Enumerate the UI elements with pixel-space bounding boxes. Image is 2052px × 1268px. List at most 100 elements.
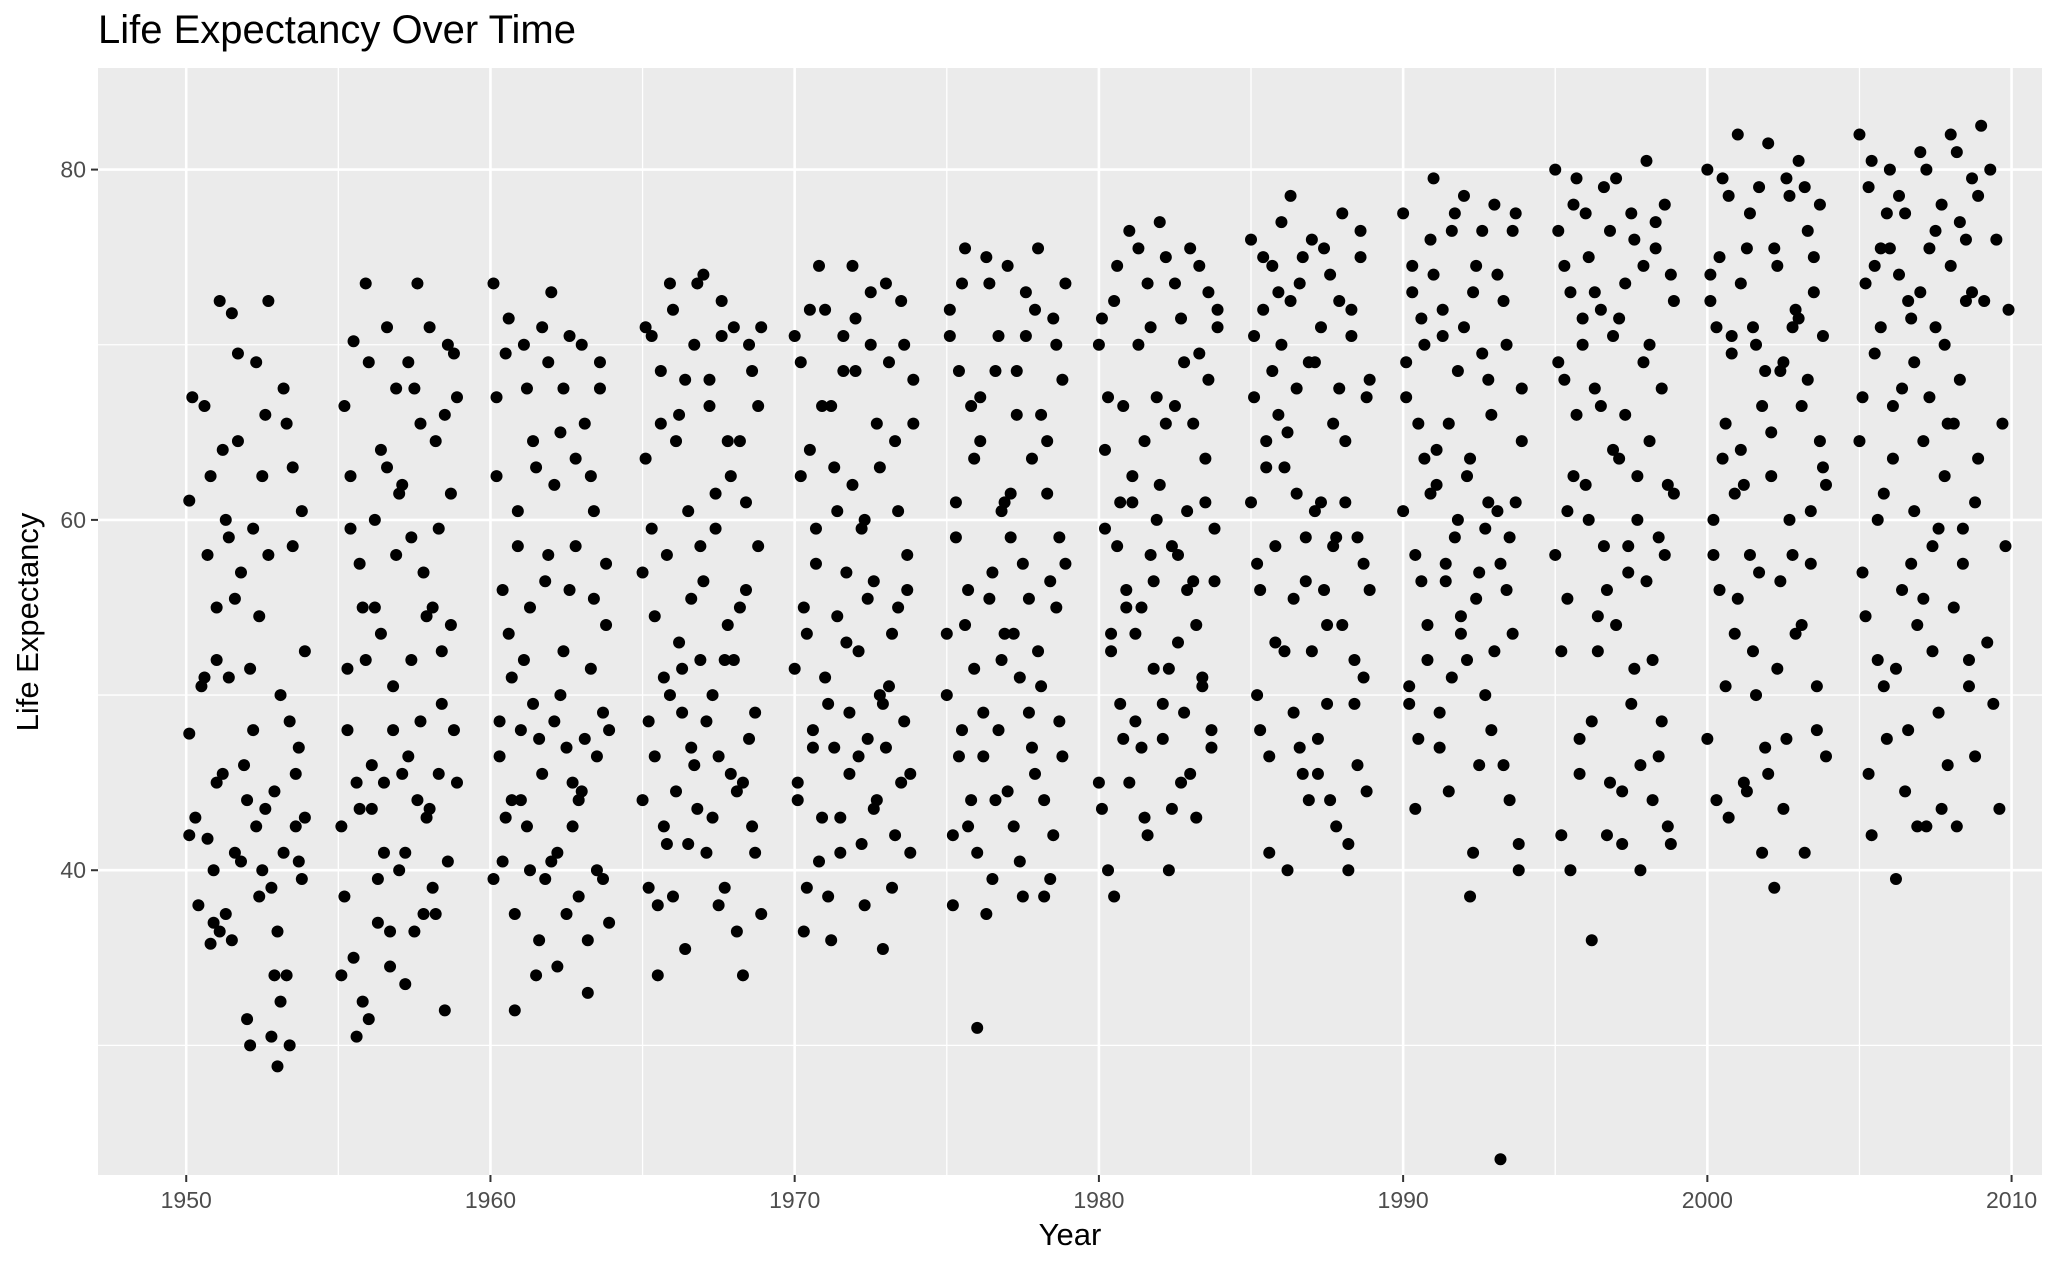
data-point <box>487 277 500 290</box>
data-point <box>1816 329 1829 342</box>
data-point <box>977 706 990 719</box>
data-point <box>228 592 241 605</box>
data-point <box>429 908 442 921</box>
data-point <box>1457 321 1470 334</box>
data-point <box>1348 654 1361 667</box>
data-point <box>444 619 457 632</box>
data-point <box>660 548 673 561</box>
data-point <box>892 601 905 614</box>
data-point <box>1485 408 1498 421</box>
data-point <box>250 820 263 833</box>
data-point <box>904 846 917 859</box>
data-point <box>1135 601 1148 614</box>
data-point <box>1877 487 1890 500</box>
data-point <box>943 329 956 342</box>
data-point <box>946 899 959 912</box>
data-point <box>210 776 223 789</box>
data-point <box>1795 619 1808 632</box>
data-point <box>557 382 570 395</box>
data-point <box>1019 286 1032 299</box>
data-point <box>1661 820 1674 833</box>
data-point <box>1172 548 1184 561</box>
data-point <box>1643 338 1656 351</box>
data-point <box>405 531 418 544</box>
data-point <box>1893 268 1906 281</box>
data-point <box>1874 242 1887 255</box>
data-point <box>1795 400 1808 413</box>
data-point <box>271 1060 284 1073</box>
data-point <box>1768 881 1781 894</box>
data-point <box>1573 767 1586 780</box>
data-point <box>846 478 859 491</box>
data-point <box>593 382 606 395</box>
data-point <box>1007 627 1020 640</box>
data-point <box>274 689 287 702</box>
data-point <box>1728 487 1741 500</box>
data-point <box>527 435 540 448</box>
data-point <box>384 925 397 938</box>
data-point <box>496 855 509 868</box>
data-point <box>447 724 460 737</box>
data-point <box>2002 303 2015 316</box>
data-point <box>1296 767 1309 780</box>
data-point <box>1631 470 1644 483</box>
data-point <box>959 619 972 632</box>
data-point <box>1327 417 1340 430</box>
data-point <box>822 697 835 710</box>
data-point <box>298 811 311 824</box>
minor-gridlines <box>98 68 2042 1175</box>
data-point <box>685 741 698 754</box>
data-point <box>992 724 1005 737</box>
data-point <box>408 382 421 395</box>
data-point <box>1613 452 1626 465</box>
data-point <box>253 610 266 623</box>
data-point <box>1865 154 1878 167</box>
data-point <box>393 864 406 877</box>
data-point <box>831 505 844 518</box>
data-point <box>277 382 290 395</box>
data-point <box>1871 513 1884 526</box>
data-point <box>1126 496 1139 509</box>
data-point <box>1914 146 1927 159</box>
data-point <box>1725 347 1738 360</box>
data-point <box>1202 373 1215 386</box>
data-point <box>508 1004 521 1017</box>
data-point <box>828 741 841 754</box>
data-point <box>1494 1153 1507 1166</box>
data-point <box>1667 487 1680 500</box>
data-point <box>1655 715 1668 728</box>
data-point <box>1956 557 1969 570</box>
data-point <box>1889 872 1902 885</box>
data-point <box>244 662 257 675</box>
data-point <box>210 654 223 667</box>
data-point <box>1165 540 1178 553</box>
data-point <box>1050 601 1063 614</box>
data-point <box>1035 408 1048 421</box>
data-point <box>593 356 606 369</box>
data-point <box>1479 522 1492 535</box>
data-point <box>651 899 664 912</box>
data-point <box>791 776 804 789</box>
x-tick-label: 1960 <box>465 1187 516 1213</box>
data-point <box>1403 680 1416 693</box>
data-point <box>578 417 591 430</box>
data-point <box>502 627 515 640</box>
data-point <box>1750 338 1763 351</box>
data-point <box>712 750 725 763</box>
data-point <box>1156 697 1169 710</box>
data-point <box>1604 776 1616 789</box>
data-point <box>1205 724 1218 737</box>
data-point <box>536 321 549 334</box>
data-point <box>1102 391 1115 404</box>
data-point <box>1053 715 1066 728</box>
data-point <box>1412 732 1425 745</box>
data-point <box>703 400 716 413</box>
data-point <box>1098 443 1111 456</box>
data-point <box>1290 382 1303 395</box>
data-point <box>341 724 354 737</box>
data-point <box>840 566 853 579</box>
data-point <box>1783 189 1796 202</box>
data-point <box>1759 741 1772 754</box>
data-point <box>1905 312 1918 325</box>
data-point <box>1461 470 1474 483</box>
